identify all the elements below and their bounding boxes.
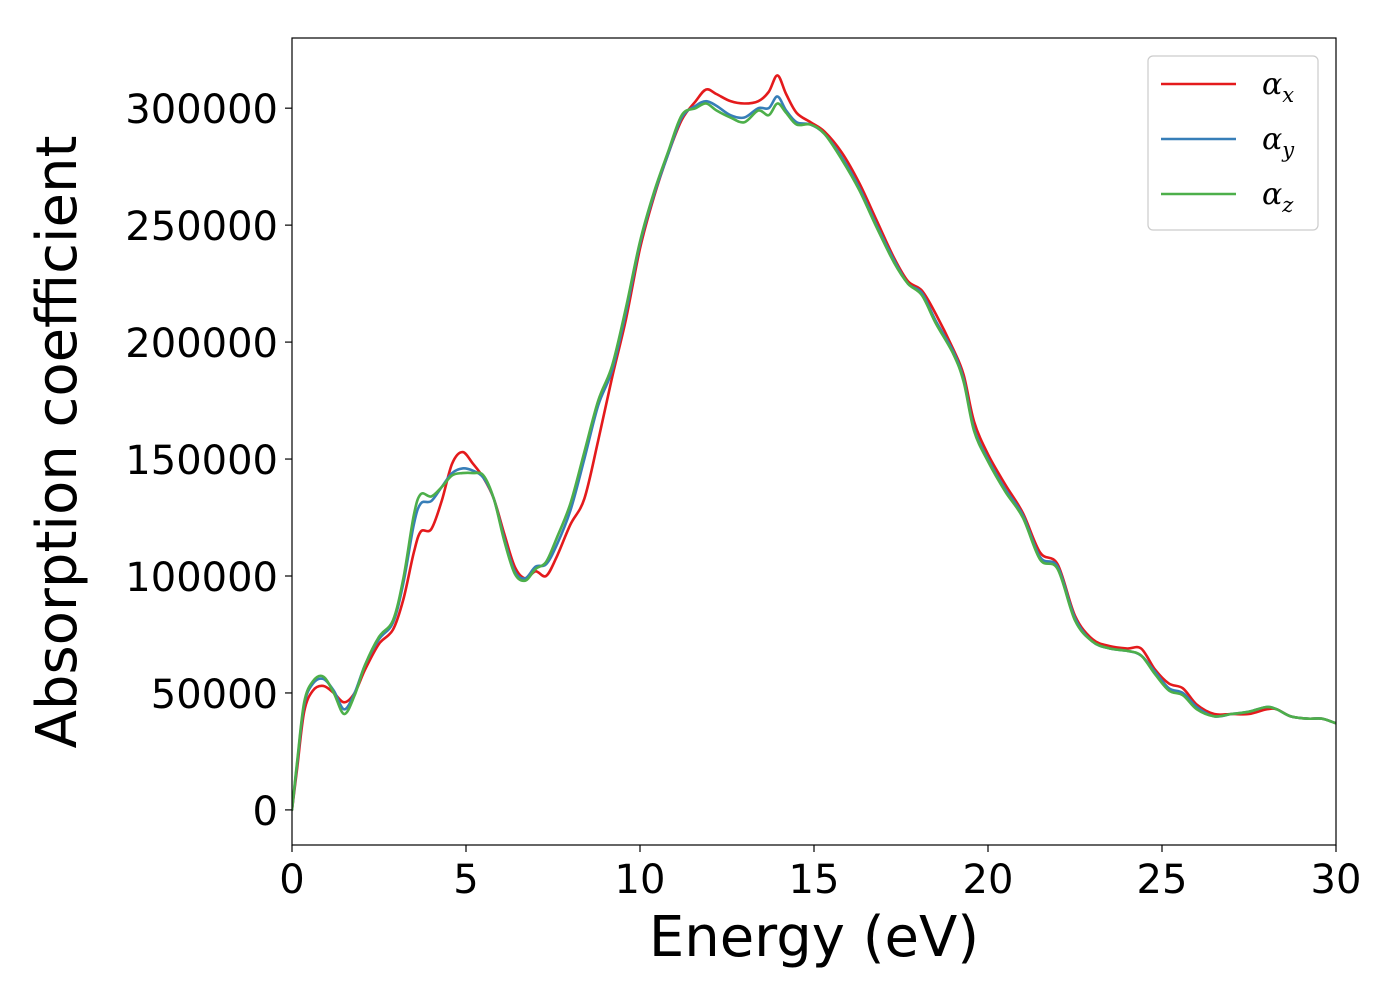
y-tick-label: 250000 — [125, 204, 278, 250]
x-tick-label: 0 — [279, 857, 304, 903]
x-axis-title: Energy (eV) — [649, 905, 979, 970]
y-tick-label: 100000 — [125, 555, 278, 601]
series-line-z — [292, 102, 1336, 812]
series-layer — [292, 74, 1336, 812]
y-tick-label: 0 — [253, 789, 278, 835]
y-axis-title: Absorption coefficient — [25, 136, 90, 749]
y-tick-label: 150000 — [125, 438, 278, 484]
y-tick-label: 200000 — [125, 321, 278, 367]
legend-box — [1147, 55, 1319, 231]
x-tick-label: 25 — [1137, 857, 1188, 903]
x-tick-label: 5 — [453, 857, 478, 903]
x-tick-label: 15 — [789, 857, 840, 903]
y-tick-label: 50000 — [151, 672, 278, 718]
x-tick-label: 20 — [963, 857, 1014, 903]
y-axis: 0 50000 100000 150000 200000 250000 300000 — [125, 87, 292, 835]
series-line-x — [292, 74, 1336, 812]
legend-label-z: αz — [1262, 177, 1294, 217]
x-tick-label: 10 — [615, 857, 666, 903]
x-axis: 0 5 10 15 20 25 30 — [279, 845, 1361, 903]
x-tick-label: 30 — [1311, 857, 1362, 903]
y-tick-label: 300000 — [125, 87, 278, 133]
